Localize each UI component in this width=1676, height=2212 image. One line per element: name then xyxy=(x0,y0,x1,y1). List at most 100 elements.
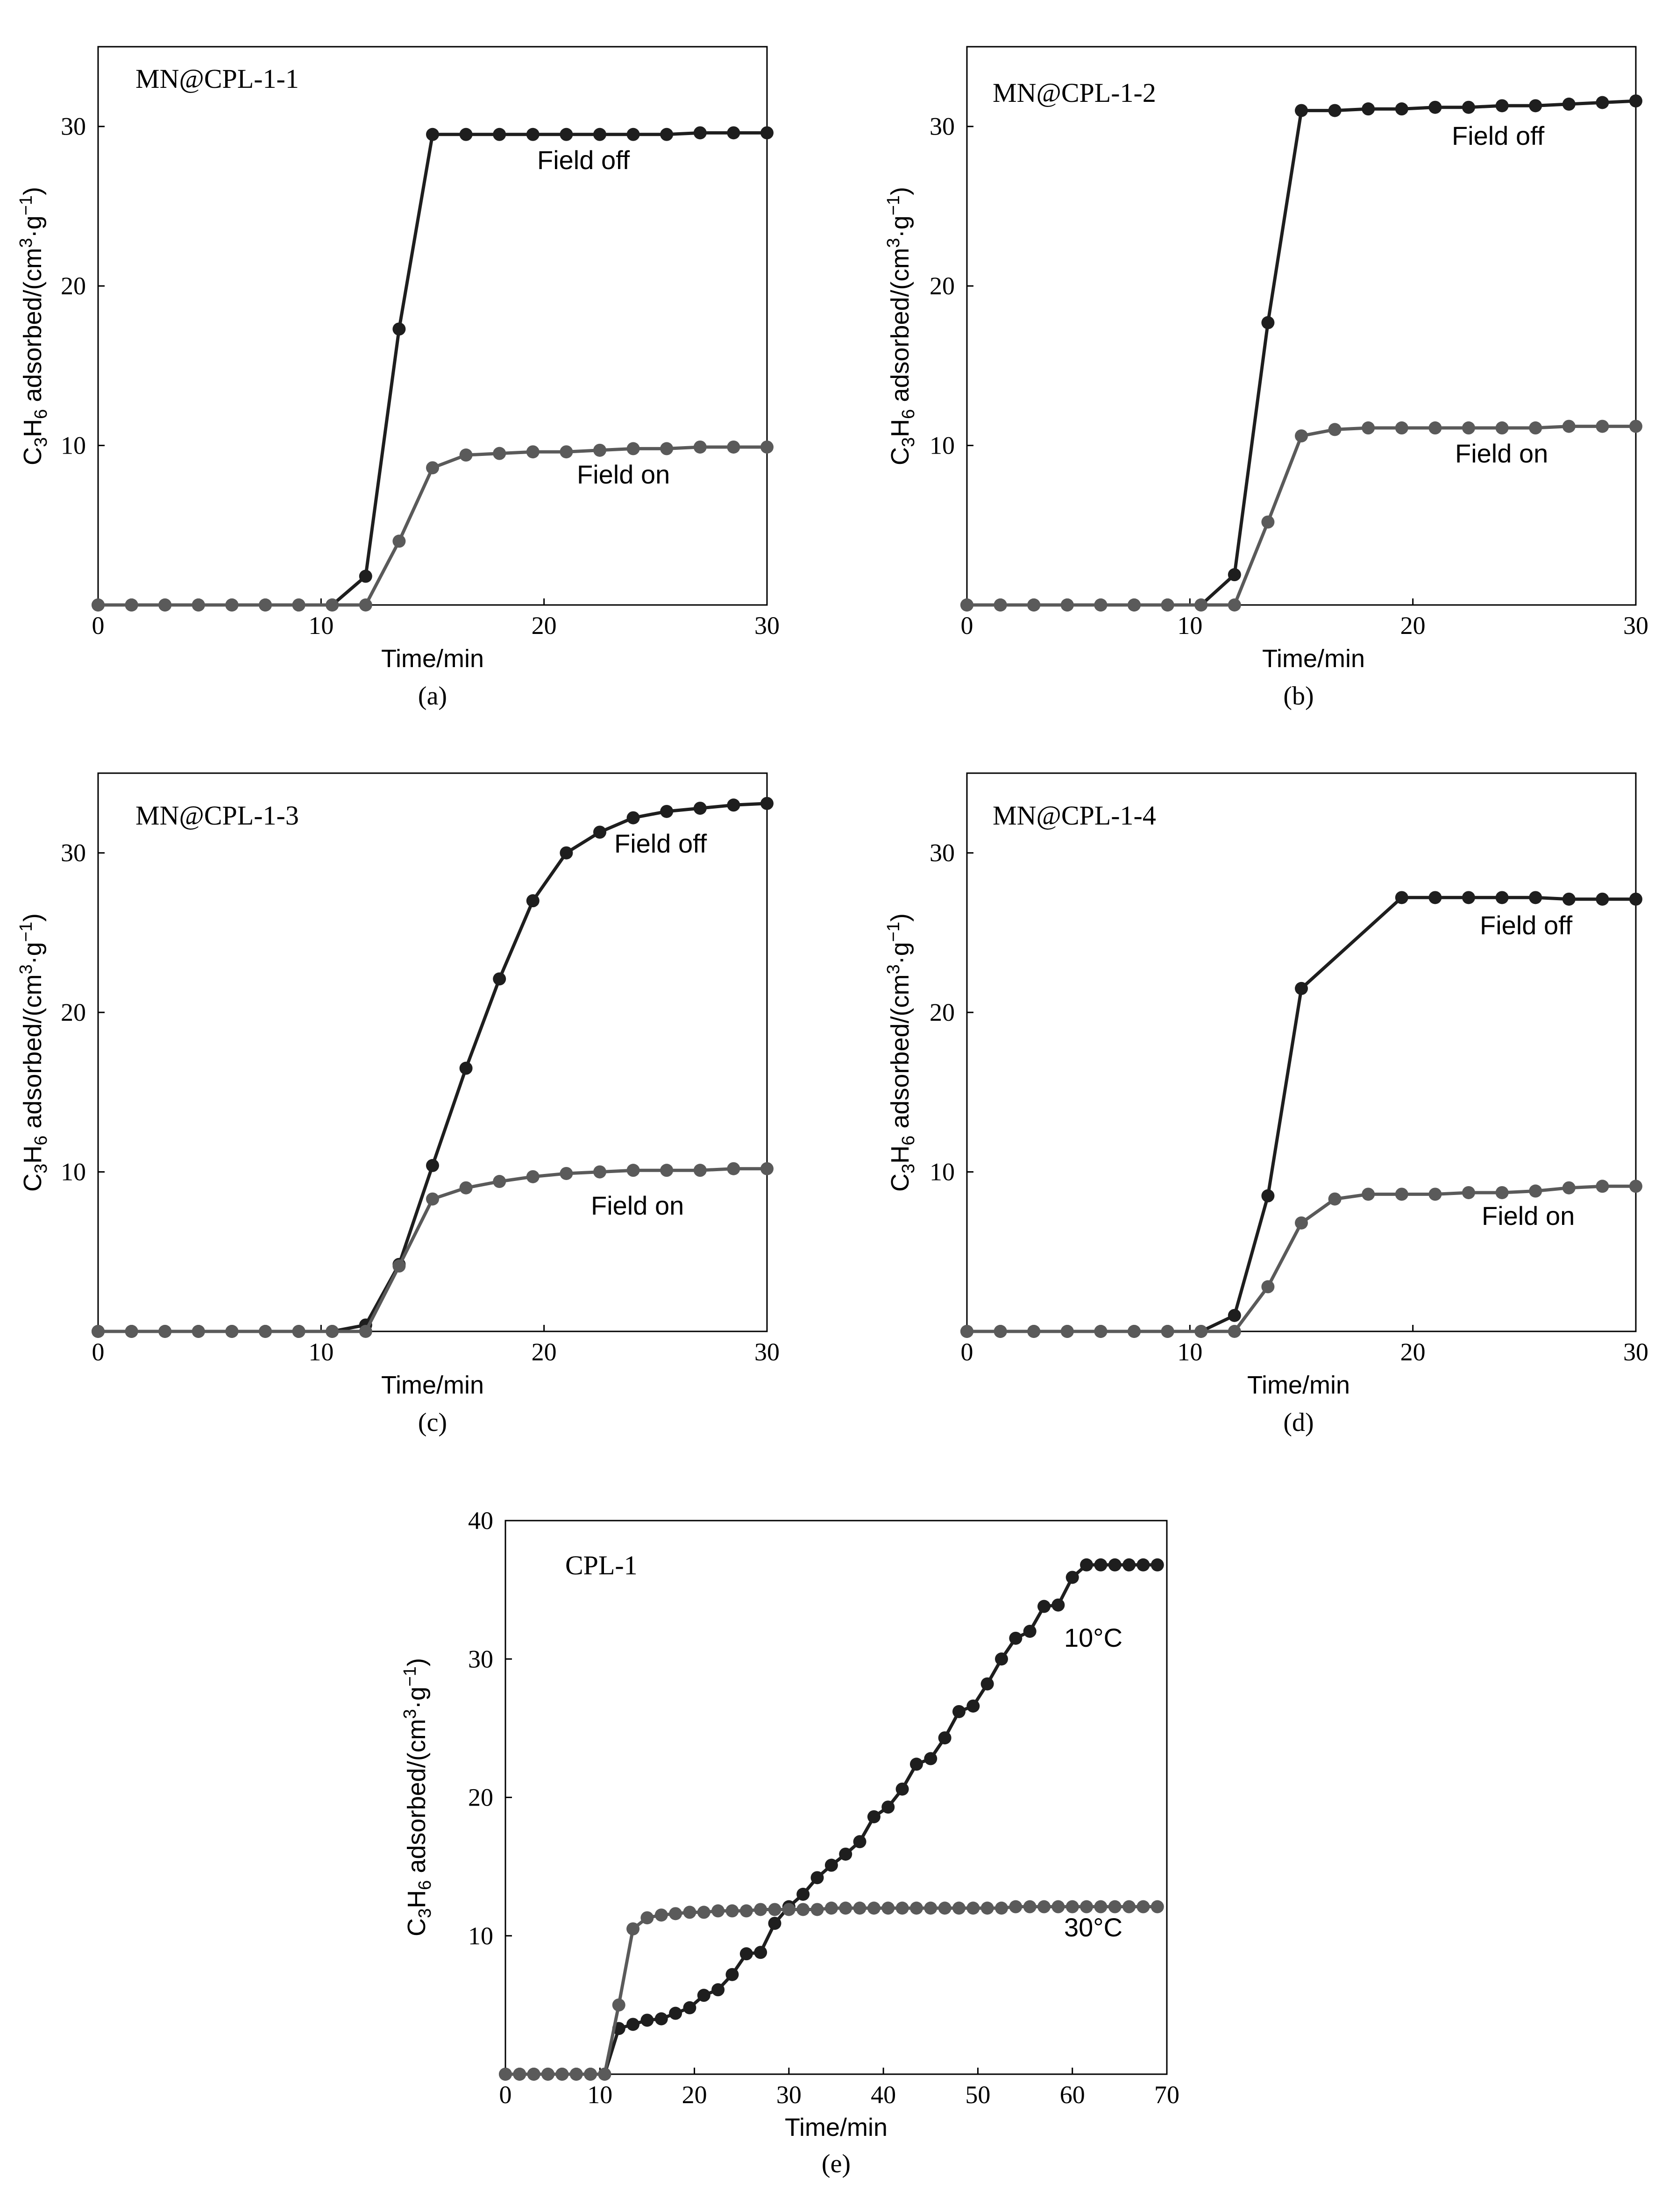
data-point xyxy=(1428,891,1442,904)
data-point xyxy=(426,1159,439,1172)
y-axis-label: C3H6 adsorbed/(cm3·g−1) xyxy=(16,187,51,465)
panel-letter: (c) xyxy=(418,1408,447,1437)
y-tick-label: 30 xyxy=(930,839,955,867)
data-point xyxy=(459,1181,473,1195)
data-point xyxy=(1495,421,1509,435)
y-tick-label: 20 xyxy=(930,272,955,300)
y-tick-label: 20 xyxy=(468,1784,493,1812)
y-tick-label: 30 xyxy=(61,113,86,141)
data-point xyxy=(259,1325,272,1338)
data-point xyxy=(1629,892,1642,906)
panel-letter: (e) xyxy=(822,2149,851,2178)
y-tick-label: 40 xyxy=(468,1507,493,1535)
panel-d: 0 10 20 30 10 20 30 MN@CPL-1-4 Field off Field… xyxy=(884,772,1648,1437)
data-point xyxy=(1596,420,1609,433)
data-point xyxy=(598,2068,611,2081)
data-point xyxy=(1128,1325,1141,1338)
data-point xyxy=(1395,421,1408,435)
data-point xyxy=(1629,94,1642,108)
data-point xyxy=(1037,1900,1051,1913)
data-point xyxy=(693,1164,707,1177)
data-point xyxy=(493,1175,506,1188)
data-point xyxy=(980,1677,994,1691)
data-point xyxy=(1562,1181,1576,1195)
data-point xyxy=(1261,1189,1275,1202)
data-point xyxy=(1065,1571,1079,1584)
data-point xyxy=(1094,1325,1108,1338)
data-point xyxy=(754,1903,767,1916)
data-point xyxy=(292,1325,305,1338)
data-point xyxy=(359,1325,372,1338)
data-point xyxy=(1027,598,1041,612)
data-point xyxy=(909,1901,923,1915)
data-point xyxy=(493,972,506,986)
data-point xyxy=(560,445,573,459)
data-point xyxy=(810,1871,824,1885)
data-point xyxy=(1150,1900,1164,1913)
data-point xyxy=(1228,598,1241,612)
data-point xyxy=(560,846,573,860)
panel-a: 0 10 20 30 10 20 30 MN@CPL-1-1 Field off Field… xyxy=(16,46,780,711)
data-point xyxy=(526,894,540,908)
data-point xyxy=(960,598,973,612)
data-point xyxy=(660,128,674,141)
data-point xyxy=(1295,982,1308,995)
data-point xyxy=(727,798,740,812)
data-point xyxy=(593,443,606,457)
data-point xyxy=(909,1757,923,1771)
data-point xyxy=(754,1946,767,1959)
data-point xyxy=(739,1947,753,1961)
data-point xyxy=(1462,1186,1475,1199)
data-point xyxy=(1596,892,1609,906)
panel-letter: (d) xyxy=(1283,1408,1314,1437)
series-group xyxy=(960,891,1642,1338)
data-point xyxy=(560,128,573,141)
data-point xyxy=(526,1170,540,1183)
svg-text:C3H6 adsorbed/(cm3·g−1): C3H6 adsorbed/(cm3·g−1) xyxy=(16,187,51,465)
data-point xyxy=(1428,421,1442,435)
series-label-30c: 30°C xyxy=(1064,1913,1122,1942)
y-axis-label: C3H6 adsorbed/(cm3·g−1) xyxy=(884,913,918,1192)
data-point xyxy=(1150,1558,1164,1572)
data-point xyxy=(782,1903,795,1916)
data-point xyxy=(1161,1325,1174,1338)
series-label-field-on: Field on xyxy=(591,1191,684,1220)
data-point xyxy=(1136,1900,1150,1913)
series-label-10c: 10°C xyxy=(1064,1623,1122,1652)
svg-text:C3H6 adsorbed/(cm3·g−1): C3H6 adsorbed/(cm3·g−1) xyxy=(884,187,918,465)
data-point xyxy=(1395,102,1408,116)
data-point xyxy=(1295,429,1308,443)
data-point xyxy=(697,1906,710,1919)
data-point xyxy=(839,1901,852,1915)
data-point xyxy=(1596,1180,1609,1193)
data-point xyxy=(654,1908,668,1922)
data-point xyxy=(612,1998,625,2012)
data-point xyxy=(1228,568,1241,582)
data-point xyxy=(426,128,439,141)
x-tick-label: 10 xyxy=(1177,612,1202,640)
data-point xyxy=(1428,100,1442,114)
data-point xyxy=(1094,1558,1108,1572)
data-point xyxy=(660,1164,674,1177)
data-point xyxy=(626,811,640,825)
data-point xyxy=(1194,598,1208,612)
data-point xyxy=(966,1901,980,1915)
data-point xyxy=(1529,891,1542,904)
plot-frame xyxy=(97,46,768,606)
data-point xyxy=(459,128,473,141)
y-tick-label: 20 xyxy=(61,998,86,1026)
panel-letter: (a) xyxy=(418,682,447,711)
tick-group: 0 10 20 30 10 20 30 xyxy=(61,839,780,1366)
data-point xyxy=(640,2013,654,2027)
data-point xyxy=(569,2068,583,2081)
x-tick-label: 20 xyxy=(1400,612,1426,640)
data-point xyxy=(1094,1900,1108,1913)
data-point xyxy=(1495,99,1509,113)
sample-label: CPL-1 xyxy=(565,1550,638,1580)
data-point xyxy=(1261,515,1275,529)
data-point xyxy=(1051,1598,1065,1612)
series-line xyxy=(505,1563,1158,2076)
data-point xyxy=(727,440,740,454)
series-label-field-off: Field off xyxy=(537,145,630,175)
data-point xyxy=(924,1752,937,1765)
